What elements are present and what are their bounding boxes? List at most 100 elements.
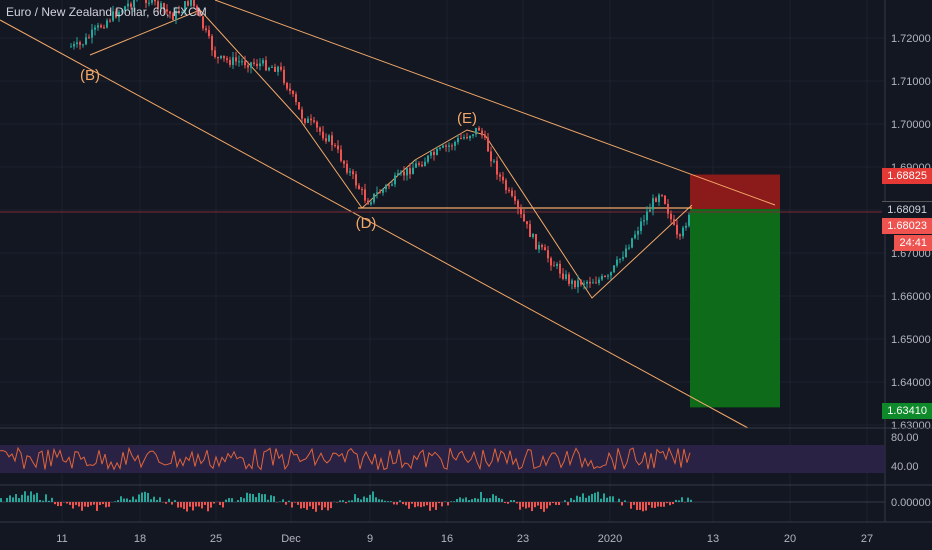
oscillator-bar: [378, 499, 380, 502]
candle-body: [301, 109, 303, 119]
candle-body: [451, 145, 453, 147]
oscillator-bar: [375, 497, 377, 502]
oscillator-bar: [447, 502, 449, 506]
candle-body: [298, 102, 300, 110]
oscillator-bar: [606, 497, 608, 502]
oscillator-bar: [165, 502, 167, 504]
candle-body: [265, 60, 267, 71]
oscillator-bar: [270, 495, 272, 502]
candle-body: [385, 185, 387, 190]
oscillator-bar: [207, 502, 209, 512]
oscillator-bar: [654, 502, 656, 508]
oscillator-bar: [648, 502, 650, 506]
oscillator-bar: [249, 493, 251, 502]
candle-body: [406, 168, 408, 176]
price-tick-label: 1.63000: [891, 420, 931, 432]
candle-body: [469, 135, 471, 139]
candle-body: [262, 60, 264, 64]
candle-body: [196, 6, 198, 11]
lower-channel-line: [0, 19, 749, 429]
oscillator-bar: [15, 494, 17, 502]
symbol-title[interactable]: Euro / New Zealand Dollar, 60, FXCM: [6, 5, 207, 19]
oscillator-bar: [474, 498, 476, 502]
candle-body: [622, 256, 624, 259]
rsi-pane[interactable]: 80.00 40.00: [0, 432, 919, 473]
time-tick-label: 13: [707, 533, 719, 545]
oscillator-bar: [147, 492, 149, 502]
oscillator-bar: [153, 496, 155, 502]
oscillator-bar: [525, 502, 527, 509]
oscillator-bar: [279, 501, 281, 502]
oscillator-bar: [36, 492, 38, 502]
oscillator-bar: [573, 499, 575, 502]
oscillator-bar: [630, 502, 632, 509]
oscillator-bar: [297, 502, 299, 505]
candle-body: [148, 2, 150, 4]
stop-price-tag: 1.68825: [882, 168, 932, 184]
oscillator-bar: [114, 501, 116, 502]
oscillator-bar: [612, 496, 614, 502]
candle-body: [226, 58, 228, 60]
candle-body: [208, 30, 210, 37]
oscillator-pane[interactable]: 0.00000: [0, 491, 931, 512]
oscillator-bar: [471, 499, 473, 502]
oscillator-bar: [246, 492, 248, 502]
candle-body: [112, 11, 114, 21]
oscillator-bar: [537, 502, 539, 506]
oscillator-bar: [660, 502, 662, 507]
oscillator-bar: [264, 494, 266, 502]
candle-body: [487, 137, 489, 152]
oscillator-bar: [690, 499, 692, 502]
oscillator-bar: [456, 499, 458, 502]
oscillator-bar: [81, 502, 83, 511]
oscillator-bar: [570, 498, 572, 502]
oscillator-bar: [171, 502, 173, 505]
candle-body: [319, 127, 321, 132]
candle-body: [295, 94, 297, 103]
oscillator-bar: [327, 502, 329, 511]
drawing-layer[interactable]: (B) (D) (E): [0, 0, 885, 429]
candle-body: [163, 3, 165, 10]
oscillator-bar: [24, 491, 26, 502]
oscillator-bar: [228, 498, 230, 502]
candle-body: [259, 63, 261, 67]
candle-body: [322, 131, 324, 139]
oscillator-bar: [426, 502, 428, 506]
time-tick-label: 9: [367, 533, 373, 545]
oscillator-bar: [204, 502, 206, 505]
candle-body: [511, 190, 513, 197]
candle-body: [577, 280, 579, 288]
stop-loss-zone: [690, 174, 780, 210]
rsi-tick-label: 80.00: [891, 432, 919, 444]
candle-body: [379, 192, 381, 194]
candle-body: [571, 280, 573, 284]
oscillator-bar: [432, 502, 434, 508]
oscillator-bar: [483, 498, 485, 502]
candle-body: [508, 190, 510, 192]
oscillator-bar: [348, 500, 350, 502]
candle-body: [409, 168, 411, 175]
oscillator-bar: [480, 491, 482, 502]
oscillator-bar: [261, 494, 263, 502]
oscillator-bar: [588, 495, 590, 502]
time-tick-label: 25: [210, 533, 222, 545]
oscillator-bar: [132, 496, 134, 502]
candle-body: [310, 118, 312, 121]
oscillator-bar: [183, 502, 185, 510]
candle-body: [448, 145, 450, 147]
candle-body: [556, 263, 558, 266]
candle-body: [559, 263, 561, 274]
candle-body: [604, 275, 606, 277]
oscillator-bar: [72, 502, 74, 509]
oscillator-bar: [477, 498, 479, 502]
candle-body: [667, 203, 669, 214]
candle-body: [628, 247, 630, 249]
candle-body: [565, 274, 567, 279]
oscillator-bar: [48, 500, 50, 502]
oscillator-bar: [543, 502, 545, 512]
oscillator-bar: [423, 502, 425, 507]
candle-body: [271, 66, 273, 68]
oscillator-bar: [495, 495, 497, 502]
oscillator-bar: [138, 494, 140, 502]
